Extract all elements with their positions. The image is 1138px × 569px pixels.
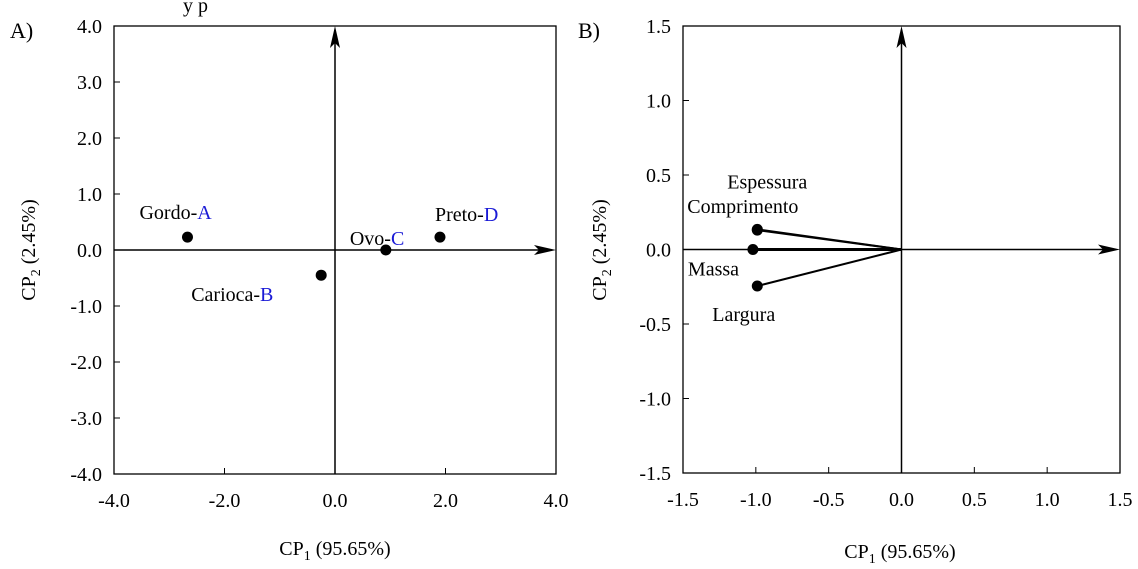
panel-a-y-tick-label: -2.0 — [70, 352, 102, 374]
panel-b-y-tick-label: 0.0 — [646, 240, 671, 262]
caption-fragment: y p — [183, 0, 208, 17]
point-label-b: Carioca-B — [191, 284, 273, 306]
panel-a-y-axis-title: CP2 (2.45%) — [18, 199, 44, 300]
panel-a-y-tick-label: 1.0 — [77, 184, 102, 206]
panel-b-y-axis-title: CP2 (2.45%) — [589, 199, 615, 300]
panel-a-y-tick-label: -1.0 — [70, 296, 102, 318]
panel-a-vertical-arrowhead — [330, 26, 340, 48]
loading-point-largura — [751, 280, 763, 292]
panel-a-x-tick-label: 4.0 — [544, 490, 569, 512]
panel-b-loadings: Espessura Comprimento Massa Largura — [687, 171, 902, 326]
panel-a-y-tick-label: -3.0 — [70, 408, 102, 430]
panel-a-y-tick-label: 0.0 — [77, 240, 102, 262]
panel-b-y-tick-label: 0.5 — [646, 165, 671, 187]
panel-b-x-tick-label: -1.5 — [667, 489, 699, 511]
panel-b-horizontal-arrowhead — [1098, 244, 1120, 255]
panel-a-y-tick-label: 4.0 — [77, 16, 102, 38]
panel-a-horizontal-arrowhead — [534, 245, 556, 255]
loading-label-comprimento: Comprimento — [687, 196, 798, 218]
panel-b-x-ticks: -1.5 -1.0 -0.5 0.0 0.5 1.0 1.5 — [667, 467, 1133, 511]
panel-a-points: Gordo-A Carioca-B Ovo-C Preto-D — [139, 202, 498, 306]
panel-b-y-ticks: 1.5 1.0 0.5 0.0 -0.5 -1.0 -1.5 — [639, 16, 689, 485]
panel-a-y-ticks: 4.0 3.0 2.0 1.0 0.0 -1.0 -2.0 -3.0 -4.0 — [70, 16, 120, 486]
point-c — [380, 244, 392, 256]
panel-a-x-tick-label: 2.0 — [433, 490, 458, 512]
panel-b-x-tick-label: -0.5 — [813, 489, 845, 511]
point-label-d: Preto-D — [435, 204, 498, 226]
panel-a-x-tick-label: 0.0 — [323, 490, 348, 512]
panel-b-x-tick-label: 1.5 — [1108, 489, 1133, 511]
panel-a-letter: A) — [10, 18, 33, 43]
loading-point-comprimento — [751, 224, 763, 236]
panel-b-y-tick-label: 1.5 — [646, 16, 671, 38]
panel-b-x-tick-label: 1.0 — [1035, 489, 1060, 511]
point-a — [181, 231, 193, 243]
loading-label-massa: Massa — [688, 259, 739, 281]
panel-a-y-tick-label: 3.0 — [77, 72, 102, 94]
loading-label-largura: Largura — [712, 304, 775, 326]
panel-a-x-ticks: -4.0 -2.0 0.0 2.0 4.0 — [98, 468, 569, 512]
panel-a-x-tick-label: -4.0 — [98, 490, 130, 512]
panel-b: B) -1.5 -1.0 -0.5 0.0 0.5 1.0 1.5 1.5 1.0 0.5 0.0… — [578, 16, 1133, 567]
panel-b-y-tick-label: 1.0 — [646, 91, 671, 113]
point-d — [434, 231, 446, 243]
panel-a: A) -4.0 -2.0 0.0 2.0 4.0 4.0 3.0 2.0 1.0 0.0 -1.0… — [10, 16, 569, 564]
panel-a-y-tick-label: 2.0 — [77, 128, 102, 150]
panel-a-x-tick-label: -2.0 — [209, 490, 241, 512]
panel-b-x-tick-label: -1.0 — [740, 489, 772, 511]
panel-b-letter: B) — [578, 18, 600, 43]
panel-b-vertical-arrowhead — [896, 26, 907, 48]
panel-a-x-axis-title: CP1 (95.65%) — [279, 538, 390, 564]
panel-b-x-axis-title: CP1 (95.65%) — [844, 541, 955, 567]
loading-label-espessura: Espessura — [727, 171, 807, 193]
panel-b-x-tick-label: 0.5 — [962, 489, 987, 511]
panel-a-y-tick-label: -4.0 — [70, 464, 102, 486]
point-label-a: Gordo-A — [139, 202, 212, 224]
loading-vector-comprimento — [757, 229, 902, 251]
panel-b-y-tick-label: -0.5 — [639, 314, 671, 336]
point-label-c: Ovo-C — [350, 228, 404, 250]
loading-vector-largura — [757, 248, 902, 287]
panel-b-y-tick-label: -1.5 — [639, 463, 671, 485]
panel-a-zero-axes — [114, 26, 556, 474]
loading-point-massa — [747, 244, 759, 255]
panel-b-x-tick-label: 0.0 — [889, 489, 914, 511]
panel-b-y-tick-label: -1.0 — [639, 389, 671, 411]
point-b — [315, 269, 327, 281]
